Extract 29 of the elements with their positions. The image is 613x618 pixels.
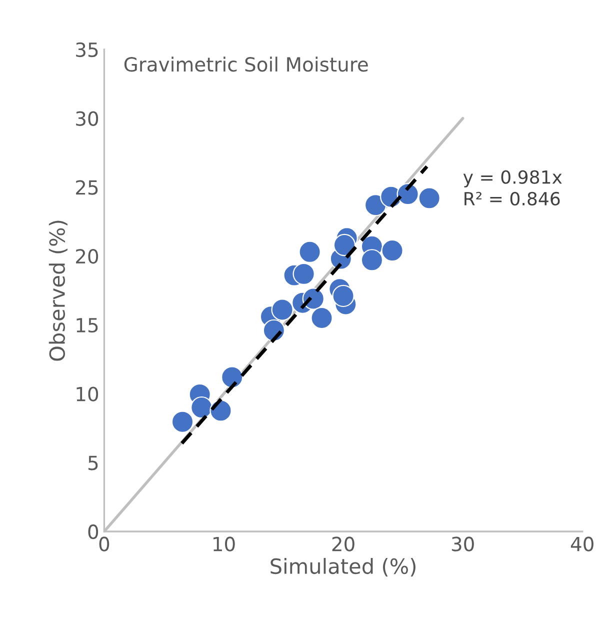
y-tick-label: 30 — [76, 111, 98, 126]
y-axis-title: Observed (%) — [48, 220, 68, 361]
point — [418, 187, 440, 210]
y-tick-label: 25 — [76, 180, 98, 195]
point — [171, 410, 194, 433]
x-tick-label: 40 — [570, 536, 594, 552]
chart-title: Gravimetric Soil Moisture — [124, 56, 368, 72]
point — [221, 366, 244, 388]
annotation: y = 0.981x R² = 0.846 — [463, 170, 562, 206]
y-tick-label: 10 — [76, 386, 98, 402]
y-tick-label: 15 — [76, 318, 98, 333]
point — [333, 234, 356, 256]
x-tick-label: 30 — [452, 536, 474, 552]
x-tick-label: 10 — [214, 536, 235, 552]
point — [292, 262, 315, 286]
x-tick-label: 0 — [99, 536, 110, 552]
point — [298, 240, 321, 263]
point — [381, 239, 404, 262]
point — [360, 249, 384, 272]
y-tick-label: 20 — [76, 248, 98, 264]
point — [271, 298, 294, 321]
y-tick-label: 0 — [88, 524, 98, 540]
point — [310, 306, 333, 330]
y-tick-label: 35 — [76, 42, 98, 58]
point — [190, 396, 213, 419]
y-tick-label: 5 — [88, 456, 98, 470]
x-axis-title: Simulated (%) — [270, 558, 416, 577]
point — [332, 284, 354, 308]
x-tick-label: 20 — [332, 536, 354, 552]
